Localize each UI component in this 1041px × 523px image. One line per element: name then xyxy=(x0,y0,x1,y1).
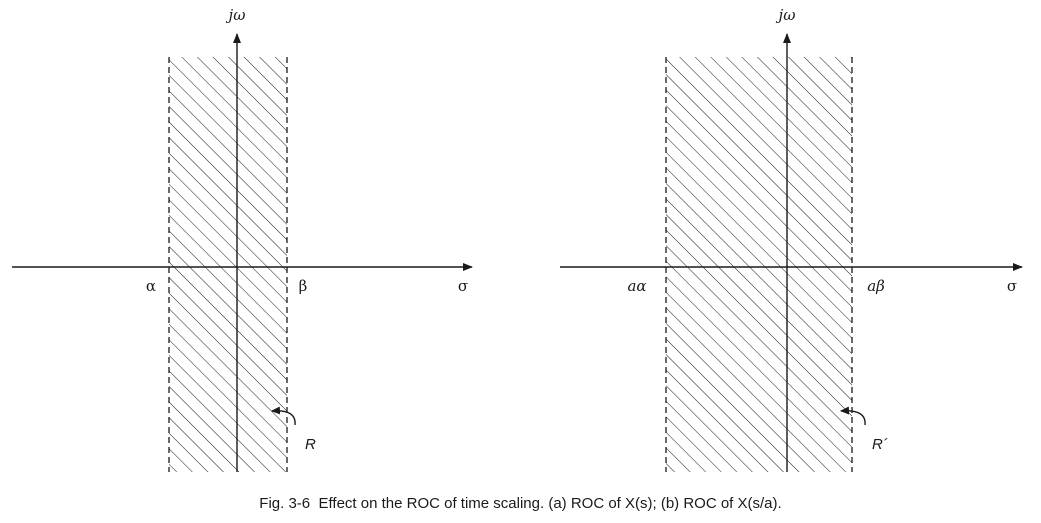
a-beta-label-b: aβ xyxy=(867,277,885,295)
figure-caption: Fig. 3-6 Effect on the ROC of time scali… xyxy=(0,495,1041,512)
region-label-a: R xyxy=(305,436,316,453)
roc-region-a xyxy=(169,57,287,472)
beta-label-a: β xyxy=(299,277,308,295)
region-pointer-arrow-a xyxy=(271,406,296,426)
caption-figure-number: Fig. 3-6 xyxy=(259,495,311,512)
region-pointer-arrow-b xyxy=(840,406,866,426)
diagram-b: jω σ aα aβ R´ xyxy=(560,6,1023,472)
sigma-axis-label-a: σ xyxy=(458,277,468,295)
jw-axis-label-a: jω xyxy=(226,6,246,24)
jw-axis-label-b: jω xyxy=(776,6,796,24)
a-alpha-label-b: aα xyxy=(627,277,646,295)
caption-text: Effect on the ROC of time scaling. (a) R… xyxy=(318,495,782,512)
diagram-a: jω σ α β R xyxy=(12,6,473,472)
sigma-axis-label-b: σ xyxy=(1007,277,1017,295)
alpha-label-a: α xyxy=(146,277,156,295)
region-label-b: R´ xyxy=(872,436,888,453)
roc-region-b xyxy=(666,57,852,472)
